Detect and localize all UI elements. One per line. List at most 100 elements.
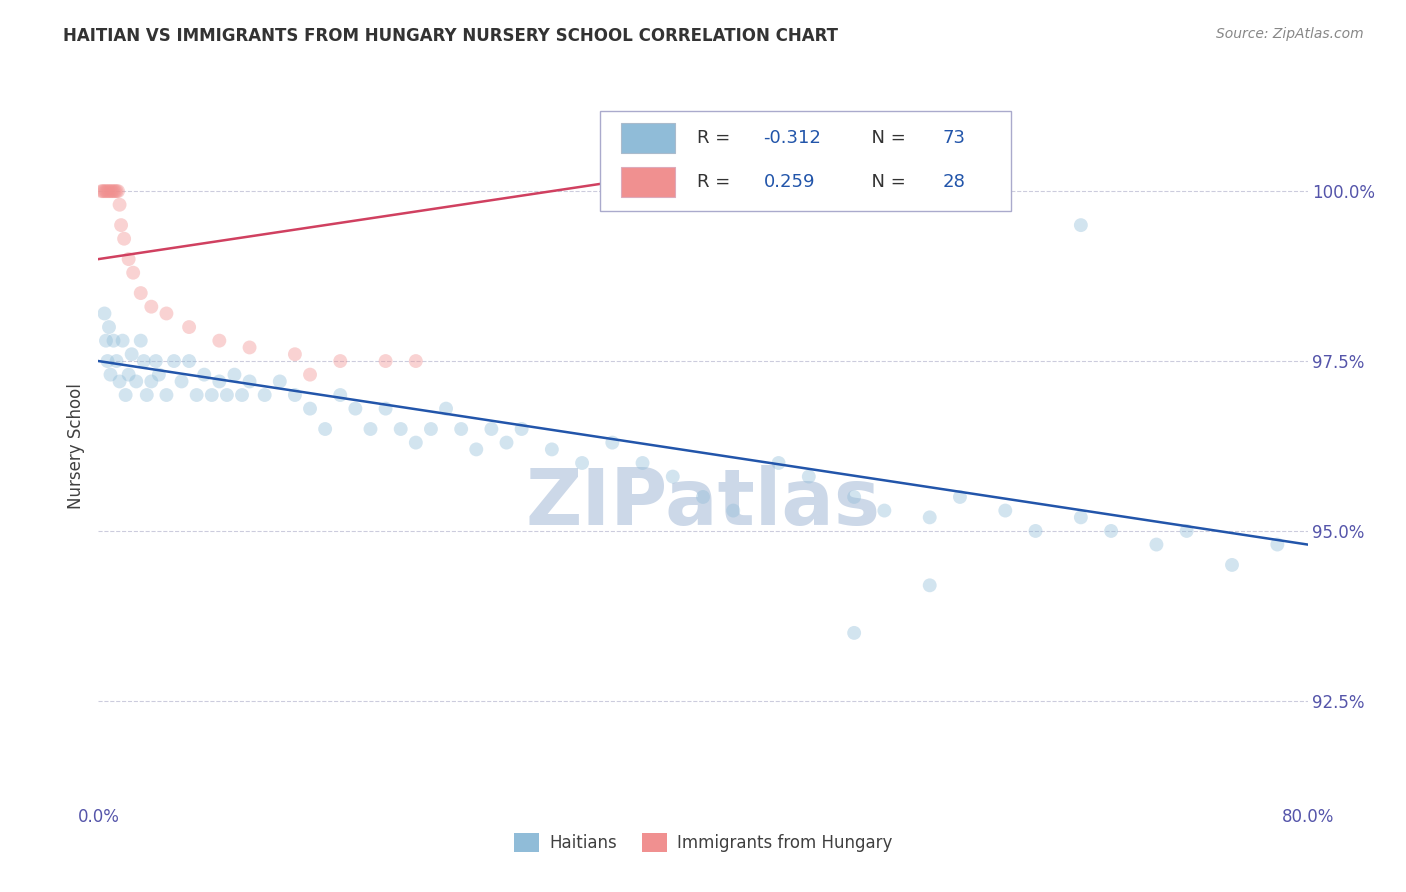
Point xyxy=(141,300,163,314)
Point xyxy=(110,218,132,232)
Point xyxy=(239,375,262,389)
Point xyxy=(98,320,121,334)
Point xyxy=(141,375,163,389)
Point xyxy=(155,388,177,402)
Text: N =: N = xyxy=(860,173,911,191)
Point xyxy=(329,388,352,402)
Point xyxy=(1267,537,1289,551)
Point xyxy=(108,198,131,212)
Point xyxy=(111,334,134,348)
Point xyxy=(374,354,396,368)
Point xyxy=(495,435,517,450)
Point xyxy=(1070,218,1092,232)
Text: 73: 73 xyxy=(942,129,966,147)
Point xyxy=(768,456,790,470)
Point xyxy=(224,368,246,382)
Point xyxy=(405,435,427,450)
Point xyxy=(797,469,820,483)
Point xyxy=(314,422,336,436)
Point xyxy=(374,401,396,416)
Point xyxy=(129,334,152,348)
Legend: Haitians, Immigrants from Hungary: Haitians, Immigrants from Hungary xyxy=(508,826,898,859)
Point xyxy=(360,422,382,436)
Point xyxy=(103,184,125,198)
Point xyxy=(208,334,231,348)
Point xyxy=(389,422,412,436)
Point xyxy=(135,388,157,402)
Text: -0.312: -0.312 xyxy=(763,129,821,147)
Point xyxy=(844,490,866,504)
Point xyxy=(918,578,941,592)
Point xyxy=(125,375,148,389)
Point xyxy=(299,401,322,416)
Point xyxy=(284,388,307,402)
Point xyxy=(118,368,141,382)
Point xyxy=(129,286,152,301)
Point xyxy=(100,368,122,382)
FancyBboxPatch shape xyxy=(621,167,675,197)
Point xyxy=(949,490,972,504)
Point xyxy=(1220,558,1243,572)
Point xyxy=(208,375,231,389)
Point xyxy=(1099,524,1122,538)
Point xyxy=(571,456,593,470)
Point xyxy=(661,469,683,483)
Point xyxy=(253,388,276,402)
Text: ZIPatlas: ZIPatlas xyxy=(526,465,880,541)
Point xyxy=(631,456,654,470)
Point xyxy=(481,422,503,436)
Text: N =: N = xyxy=(860,129,911,147)
FancyBboxPatch shape xyxy=(600,111,1011,211)
Point xyxy=(148,368,170,382)
Point xyxy=(450,422,472,436)
Point xyxy=(510,422,533,436)
Point xyxy=(434,401,457,416)
Text: Source: ZipAtlas.com: Source: ZipAtlas.com xyxy=(1216,27,1364,41)
Text: R =: R = xyxy=(697,129,735,147)
Point xyxy=(103,334,125,348)
Point xyxy=(215,388,238,402)
Point xyxy=(96,184,118,198)
Point xyxy=(94,184,117,198)
Point xyxy=(122,266,145,280)
Point xyxy=(994,503,1017,517)
Point xyxy=(299,368,322,382)
Point xyxy=(269,375,291,389)
Point xyxy=(93,306,115,320)
Point xyxy=(118,252,141,266)
Point xyxy=(844,626,866,640)
Point xyxy=(465,442,488,457)
Point xyxy=(1070,510,1092,524)
Point xyxy=(723,503,745,517)
Point xyxy=(284,347,307,361)
Text: 0.259: 0.259 xyxy=(763,173,815,191)
Point xyxy=(170,375,193,389)
Point xyxy=(96,354,118,368)
Point xyxy=(692,490,714,504)
Point xyxy=(107,184,129,198)
Point xyxy=(420,422,443,436)
Point xyxy=(145,354,167,368)
Point xyxy=(112,232,135,246)
Point xyxy=(1146,537,1168,551)
Point xyxy=(201,388,224,402)
Point xyxy=(163,354,186,368)
Text: 28: 28 xyxy=(942,173,966,191)
FancyBboxPatch shape xyxy=(621,123,675,153)
Point xyxy=(405,354,427,368)
Point xyxy=(91,184,114,198)
Point xyxy=(105,184,128,198)
Point xyxy=(105,354,128,368)
Point xyxy=(100,184,122,198)
Text: HAITIAN VS IMMIGRANTS FROM HUNGARY NURSERY SCHOOL CORRELATION CHART: HAITIAN VS IMMIGRANTS FROM HUNGARY NURSE… xyxy=(63,27,838,45)
Point xyxy=(93,184,115,198)
Point xyxy=(918,510,941,524)
Point xyxy=(179,354,201,368)
Point xyxy=(101,184,124,198)
Point xyxy=(1024,524,1046,538)
Point xyxy=(155,306,177,320)
Point xyxy=(98,184,121,198)
Point xyxy=(121,347,143,361)
Point xyxy=(602,435,624,450)
Point xyxy=(108,375,131,389)
